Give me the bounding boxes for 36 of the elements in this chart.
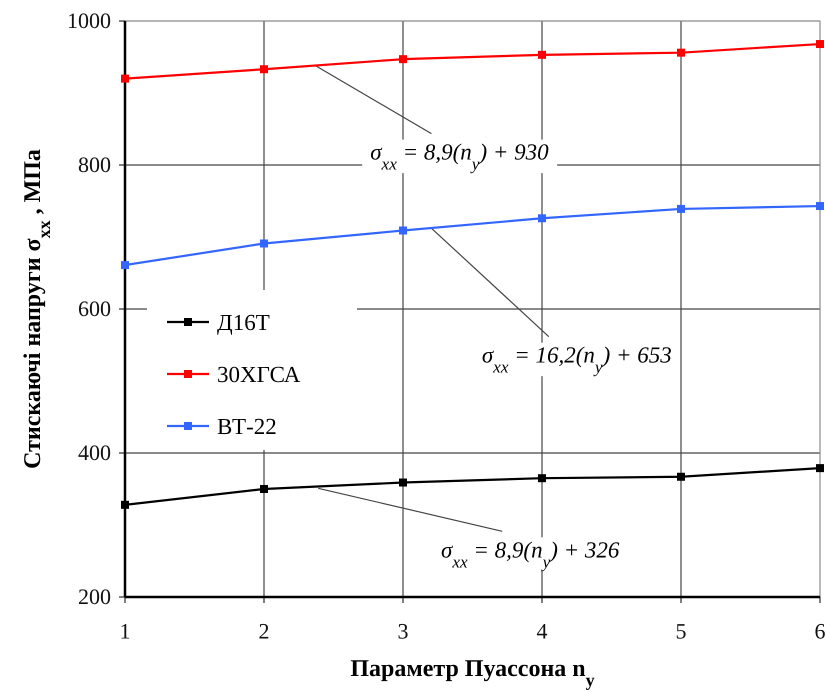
annotation: σ$_{xx}$ = 8,9(n$_{y}$) + 326 bbox=[440, 537, 620, 571]
x-tick-label: 3 bbox=[398, 618, 408, 644]
point bbox=[538, 214, 546, 222]
point bbox=[816, 202, 824, 210]
point bbox=[121, 261, 129, 270]
point bbox=[260, 239, 268, 248]
x-tick-label: 5 bbox=[676, 618, 686, 644]
x-axis-title: Параметр Пуассона n$_{y}$ bbox=[350, 656, 595, 690]
point bbox=[538, 474, 546, 482]
annotation: σ$_{xx}$ = 16,2(n$_{y}$) + 653 bbox=[482, 342, 672, 376]
annotation: σ$_{xx}$ = 8,9(n$_{y}$) + 930 bbox=[370, 140, 550, 174]
point bbox=[260, 485, 268, 493]
legend-label: ВТ-22 bbox=[217, 414, 277, 439]
point bbox=[399, 55, 407, 64]
x-tick-label: 4 bbox=[536, 618, 548, 644]
point bbox=[677, 472, 685, 481]
y-tick-label: 800 bbox=[78, 152, 111, 178]
point bbox=[121, 500, 129, 509]
point bbox=[399, 226, 407, 235]
y-tick-label: 1000 bbox=[67, 8, 111, 34]
y-tick-label: 200 bbox=[78, 584, 111, 610]
point bbox=[121, 74, 129, 83]
legend-label: 30ХГСА bbox=[217, 362, 301, 387]
x-tick-label: 2 bbox=[258, 618, 270, 644]
point bbox=[816, 40, 824, 48]
x-tick-label: 1 bbox=[120, 618, 130, 644]
point bbox=[399, 478, 407, 487]
x-tick-label: 6 bbox=[814, 618, 826, 644]
point bbox=[260, 65, 268, 74]
point bbox=[538, 50, 546, 59]
legend-label: Д16Т bbox=[217, 310, 270, 335]
point bbox=[816, 464, 824, 472]
y-tick-label: 600 bbox=[78, 296, 111, 322]
point bbox=[677, 204, 685, 213]
y-tick-label: 400 bbox=[78, 440, 111, 466]
point bbox=[677, 48, 685, 57]
